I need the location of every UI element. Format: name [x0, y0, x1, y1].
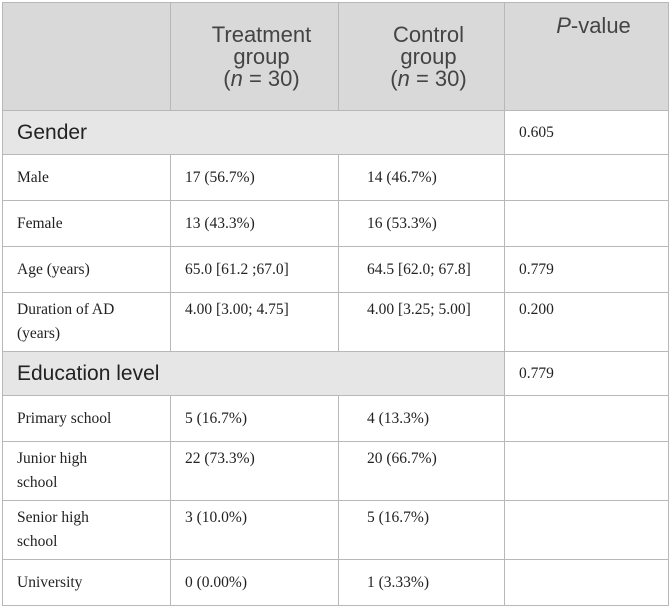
- section-p-gender: 0.605: [504, 110, 669, 155]
- treatment-value: 22 (73.3%): [170, 441, 339, 501]
- table-row: Female 13 (43.3%) 16 (53.3%): [2, 200, 669, 247]
- row-label-line2: (years): [17, 325, 61, 342]
- treatment-value: 4.00 [3.00; 4.75]: [170, 292, 339, 352]
- row-label: University: [2, 559, 171, 606]
- control-value: 4.00 [3.25; 5.00]: [338, 292, 505, 352]
- row-label-line1: Duration of AD: [17, 301, 115, 318]
- table-header: Treatment group (n = 30) Control group (…: [2, 2, 669, 111]
- header-control-group: Control group (n = 30): [338, 2, 505, 111]
- row-label-line2: school: [17, 474, 58, 491]
- row-label-line1: Senior high: [17, 509, 89, 526]
- header-treatment-line3: (n = 30): [223, 65, 300, 91]
- treatment-value: 17 (56.7%): [170, 154, 339, 201]
- section-label-gender: Gender: [2, 110, 505, 155]
- row-label: Senior high school: [2, 500, 171, 560]
- control-value: 20 (66.7%): [338, 441, 505, 501]
- header-control-line3: (n = 30): [390, 65, 467, 91]
- treatment-value: 5 (16.7%): [170, 395, 339, 442]
- row-label-line2: school: [17, 533, 58, 550]
- control-value: 5 (16.7%): [338, 500, 505, 560]
- control-value: 64.5 [62.0; 67.8]: [338, 246, 505, 293]
- control-value: 4 (13.3%): [338, 395, 505, 442]
- row-label: Female: [2, 200, 171, 247]
- table-row: Duration of AD (years) 4.00 [3.00; 4.75]…: [2, 292, 669, 352]
- row-label-line1: Junior high: [17, 450, 88, 467]
- row-label: Male: [2, 154, 171, 201]
- table-row: Junior high school 22 (73.3%) 20 (66.7%): [2, 441, 669, 501]
- p-value: [504, 154, 669, 201]
- header-empty-cell: [2, 2, 171, 111]
- section-row-education: Education level 0.779: [2, 351, 669, 396]
- p-value: [504, 395, 669, 442]
- header-control-line2: group: [400, 43, 457, 69]
- treatment-value: 13 (43.3%): [170, 200, 339, 247]
- table-row: Senior high school 3 (10.0%) 5 (16.7%): [2, 500, 669, 560]
- control-value: 16 (53.3%): [338, 200, 505, 247]
- row-label: Junior high school: [2, 441, 171, 501]
- header-treatment-line1: Treatment: [211, 21, 312, 47]
- control-value: 14 (46.7%): [338, 154, 505, 201]
- header-treatment-group: Treatment group (n = 30): [170, 2, 339, 111]
- section-label-education: Education level: [2, 351, 505, 396]
- p-value: [504, 441, 669, 501]
- treatment-value: 3 (10.0%): [170, 500, 339, 560]
- table-row: Primary school 5 (16.7%) 4 (13.3%): [2, 395, 669, 442]
- row-label: Primary school: [2, 395, 171, 442]
- table-row: Age (years) 65.0 [61.2 ;67.0] 64.5 [62.0…: [2, 246, 669, 293]
- table-row: University 0 (0.00%) 1 (3.33%): [2, 559, 669, 606]
- p-value: 0.200: [504, 292, 669, 352]
- treatment-value: 0 (0.00%): [170, 559, 339, 606]
- p-value: [504, 200, 669, 247]
- header-control-line1: Control: [393, 21, 464, 47]
- header-treatment-line2: group: [233, 43, 290, 69]
- row-label: Duration of AD (years): [2, 292, 171, 352]
- row-label: Age (years): [2, 246, 171, 293]
- p-value: 0.779: [504, 246, 669, 293]
- p-value: [504, 559, 669, 606]
- control-value: 1 (3.33%): [338, 559, 505, 606]
- section-row-gender: Gender 0.605: [2, 110, 669, 155]
- p-value: [504, 500, 669, 560]
- section-p-education: 0.779: [504, 351, 669, 396]
- table-row: Male 17 (56.7%) 14 (46.7%): [2, 154, 669, 201]
- header-p-value: P-value: [504, 2, 669, 111]
- treatment-value: 65.0 [61.2 ;67.0]: [170, 246, 339, 293]
